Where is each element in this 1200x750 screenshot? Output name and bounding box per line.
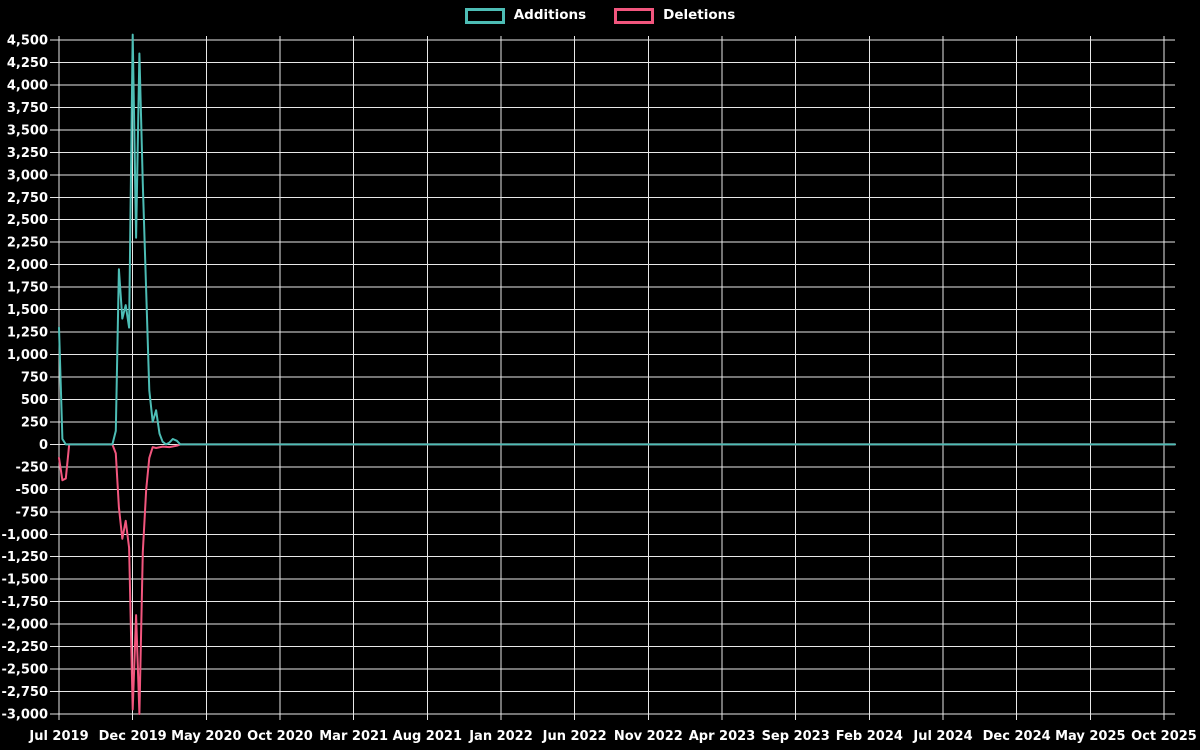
- legend-label-deletions: Deletions: [663, 7, 736, 24]
- y-tick-label: -1,250: [1, 550, 48, 565]
- y-tick-label: -2,250: [1, 640, 48, 655]
- x-tick-label: Oct 2020: [247, 729, 313, 744]
- y-tick-label: 1,750: [7, 281, 48, 296]
- y-tick-label: -2,000: [1, 618, 48, 633]
- y-tick-label: 1,500: [7, 303, 48, 318]
- additions-line: [58, 33, 1176, 446]
- x-gridlines: [58, 36, 1165, 720]
- y-tick-label: 1,250: [7, 326, 48, 341]
- x-tick-label: Apr 2023: [689, 729, 756, 744]
- x-tick-label: Jul 2019: [28, 729, 88, 744]
- x-tick-label: Jul 2024: [912, 729, 972, 744]
- x-tick-label: Mar 2021: [319, 729, 388, 744]
- y-axis-tick-labels: 4,500 4,250 4,000 3,750 3,500 3,250 3,000 2,750…: [1, 34, 48, 723]
- legend-item-deletions[interactable]: Deletions: [614, 8, 735, 24]
- x-tick-label: Sep 2023: [762, 729, 830, 744]
- y-tick-label: 4,500: [7, 34, 48, 49]
- y-tick-label: -2,750: [1, 685, 48, 700]
- deletions-swatch-icon: [614, 8, 655, 24]
- y-tick-label: 3,000: [7, 168, 48, 183]
- y-tick-label: 0: [39, 438, 48, 453]
- series-lines: [58, 33, 1176, 715]
- x-tick-label: Jun 2022: [542, 729, 607, 744]
- additions-swatch-icon: [464, 8, 505, 24]
- y-tick-label: 750: [21, 371, 48, 386]
- y-tick-label: -250: [15, 460, 48, 475]
- y-tick-label: 1,000: [7, 348, 48, 363]
- x-tick-label: Dec 2024: [983, 729, 1051, 744]
- y-tick-label: -1,500: [1, 573, 48, 588]
- y-tick-label: 3,500: [7, 123, 48, 138]
- x-tick-label: Nov 2022: [614, 729, 683, 744]
- x-tick-label: Oct 2025: [1131, 729, 1197, 744]
- y-tick-label: 3,250: [7, 146, 48, 161]
- y-tick-label: -750: [15, 505, 48, 520]
- y-tick-label: 4,250: [7, 56, 48, 71]
- y-tick-label: -1,000: [1, 528, 48, 543]
- x-axis-tick-labels: Jul 2019 Dec 2019 May 2020 Oct 2020 Mar 2021…: [28, 729, 1196, 744]
- y-tick-label: -2,500: [1, 663, 48, 678]
- y-tick-label: -500: [15, 483, 48, 498]
- legend-label-additions: Additions: [513, 7, 587, 24]
- y-tick-label: -1,750: [1, 595, 48, 610]
- y-tick-label: 2,000: [7, 258, 48, 273]
- x-tick-label: Jan 2022: [468, 729, 533, 744]
- legend: Additions Deletions: [0, 8, 1200, 24]
- y-tick-label: 2,250: [7, 236, 48, 251]
- y-tick-label: 2,750: [7, 191, 48, 206]
- legend-item-additions[interactable]: Additions: [464, 7, 587, 24]
- x-tick-label: Feb 2024: [836, 729, 903, 744]
- y-tick-label: 250: [21, 415, 48, 430]
- y-tick-label: 2,500: [7, 213, 48, 228]
- y-tick-label: -3,000: [1, 708, 48, 723]
- y-gridlines: [50, 39, 1175, 715]
- x-tick-label: Dec 2019: [99, 729, 167, 744]
- x-tick-label: May 2020: [171, 729, 242, 744]
- x-tick-label: May 2025: [1055, 729, 1126, 744]
- y-tick-label: 500: [21, 393, 48, 408]
- y-tick-label: 4,000: [7, 78, 48, 93]
- x-tick-label: Aug 2021: [393, 729, 462, 744]
- y-tick-label: 3,750: [7, 101, 48, 116]
